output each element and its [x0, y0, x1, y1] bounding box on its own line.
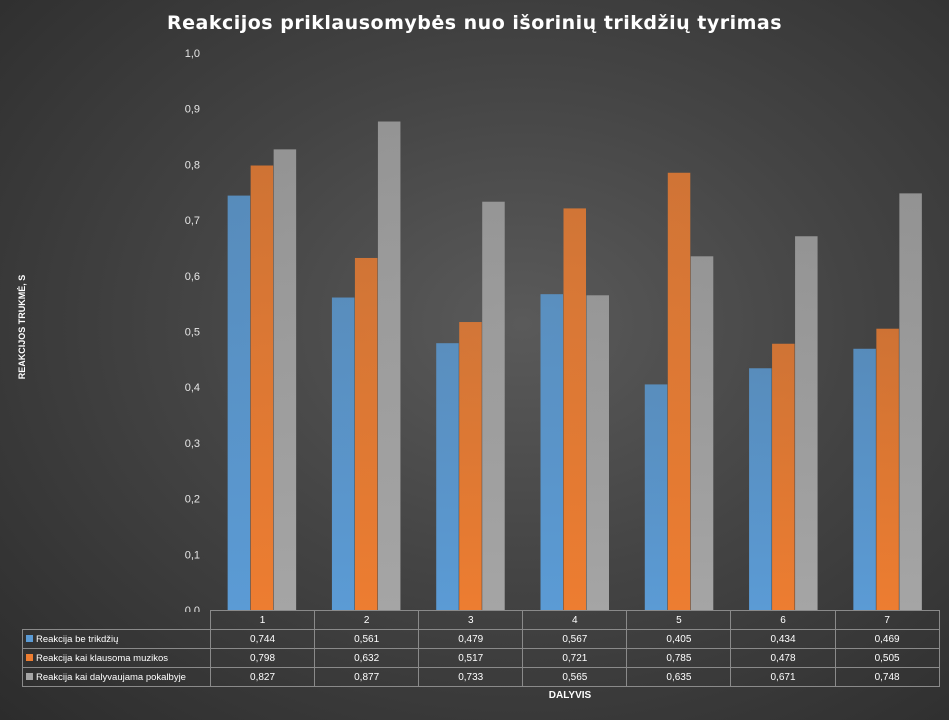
bar — [899, 193, 922, 610]
data-label: 0,798 — [209, 648, 316, 668]
legend-key — [26, 654, 33, 662]
series-name: Reakcija kai klausoma muzikos — [36, 652, 168, 664]
category-label: 1 — [209, 610, 316, 630]
data-label: 0,567 — [522, 629, 628, 649]
bar — [749, 368, 772, 610]
legend-entry: Reakcija kai klausoma muzikos — [22, 648, 211, 668]
bar — [540, 294, 563, 610]
bar — [377, 121, 401, 611]
legend-entry: Reakcija kai dalyvaujama pokalbyje — [22, 667, 211, 687]
y-tick-label: 0,6 — [185, 271, 200, 283]
data-label: 0,635 — [626, 667, 732, 687]
bar — [795, 236, 818, 611]
data-label: 0,479 — [418, 629, 524, 649]
data-label: 0,405 — [626, 629, 732, 649]
category-label: 7 — [834, 610, 940, 630]
y-tick-label: 0,2 — [185, 494, 200, 506]
bar — [644, 384, 668, 610]
data-label: 0,721 — [522, 648, 628, 668]
category-label: 5 — [626, 610, 732, 630]
bar — [667, 172, 691, 610]
category-label: 6 — [730, 610, 836, 630]
data-label: 0,744 — [209, 629, 316, 649]
legend-key — [26, 673, 33, 681]
y-tick-label: 0,4 — [185, 382, 200, 394]
table-row: Reakcija kai klausoma muzikos 0,798 0,632 0… — [22, 648, 940, 668]
category-label: 3 — [418, 610, 524, 630]
table-row: Reakcija kai dalyvaujama pokalbyje 0,827 0… — [22, 667, 940, 687]
data-table: 1 2 3 4 5 6 7 Reakcija be trikdžių 0,744 0,561 0,4… — [22, 610, 940, 687]
category-label: 2 — [314, 610, 420, 630]
data-label: 0,827 — [209, 667, 316, 687]
y-tick-label: 0,9 — [185, 104, 200, 116]
legend-entry: Reakcija be trikdžių — [22, 629, 211, 649]
data-label: 0,785 — [626, 648, 732, 668]
data-label: 0,469 — [834, 629, 940, 649]
bar — [853, 348, 876, 610]
bar — [436, 343, 459, 610]
data-label: 0,478 — [730, 648, 836, 668]
y-tick-label: 0,1 — [185, 549, 200, 561]
series-name: Reakcija be trikdžių — [36, 633, 119, 645]
data-label: 0,434 — [730, 629, 836, 649]
bar — [227, 195, 251, 611]
y-tick-label: 0,5 — [185, 327, 200, 339]
bar — [482, 201, 505, 610]
bar-chart-plot: 0,0 0,1 0,2 0,3 0,4 0,5 0,6 0,7 0,8 0,9 1,0 — [185, 48, 940, 612]
data-label: 0,561 — [314, 629, 420, 649]
bar — [563, 208, 586, 610]
bar — [772, 343, 795, 610]
y-tick-label: 0,3 — [185, 438, 200, 450]
y-tick-label: 0,0 — [185, 605, 200, 612]
table-corner — [23, 611, 211, 630]
bar — [876, 328, 899, 610]
table-row: Reakcija be trikdžių 0,744 0,561 0,479 0,567… — [22, 629, 940, 649]
data-label: 0,517 — [418, 648, 524, 668]
chart-title: Reakcijos priklausomybės nuo išorinių tr… — [166, 12, 783, 34]
y-tick-label: 0,7 — [185, 215, 200, 227]
y-tick-label: 1,0 — [185, 48, 200, 60]
category-label: 4 — [522, 610, 628, 630]
bar — [354, 257, 378, 610]
bar — [250, 165, 274, 611]
data-label: 0,505 — [834, 648, 940, 668]
bar — [690, 256, 714, 610]
legend-key — [26, 635, 33, 643]
data-label: 0,565 — [522, 667, 628, 687]
data-label: 0,632 — [314, 648, 420, 668]
bar — [273, 149, 297, 610]
data-label: 0,877 — [314, 667, 420, 687]
bar — [331, 297, 355, 610]
bar — [586, 295, 609, 610]
bar — [459, 322, 482, 610]
series-name: Reakcija kai dalyvaujama pokalbyje — [36, 671, 186, 683]
data-label: 0,671 — [730, 667, 836, 687]
data-label: 0,748 — [834, 667, 940, 687]
y-tick-label: 0,8 — [185, 159, 200, 171]
data-label: 0,733 — [418, 667, 524, 687]
x-axis-label: DALYVIS — [548, 690, 592, 701]
